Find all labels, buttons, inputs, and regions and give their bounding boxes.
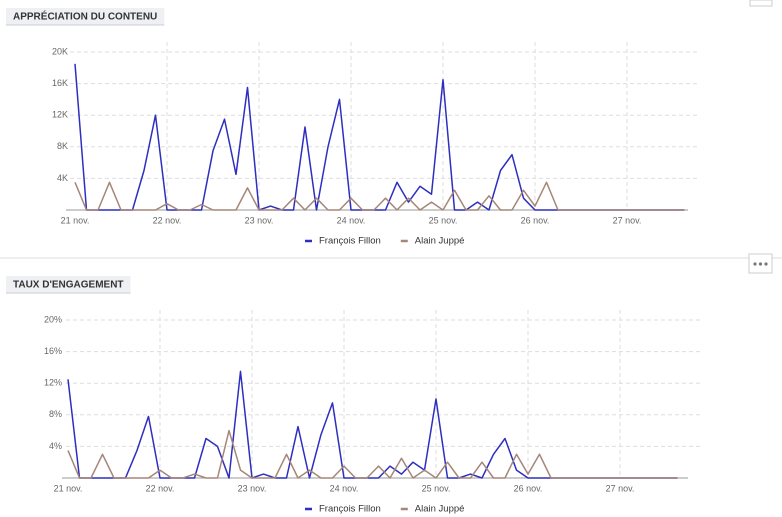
dot [764, 262, 768, 266]
y-tick-label: 16K [52, 78, 68, 88]
dot [758, 262, 763, 266]
y-tick-label: 16% [44, 346, 62, 356]
x-tick-label: 23 nov. [238, 483, 267, 493]
y-tick-label: 8% [49, 409, 62, 419]
menu-button[interactable] [748, 253, 773, 274]
series-line [74, 181, 685, 211]
legend-label: François Fillon [319, 504, 381, 515]
y-tick-label: 20% [44, 314, 62, 324]
chart-title: APPRÉCIATION DU CONTENU [13, 10, 157, 23]
x-tick-label: 25 nov. [429, 215, 458, 225]
y-tick-label: 4% [49, 441, 62, 451]
y-tick-label: 12% [44, 378, 62, 388]
x-tick-label: 22 nov. [153, 215, 182, 225]
x-tick-label: 27 nov. [606, 483, 635, 493]
x-tick-label: 26 nov. [514, 483, 543, 493]
title-box [6, 276, 131, 293]
x-tick-label: 26 nov. [521, 215, 550, 225]
legend-label: Alain Juppé [415, 236, 465, 247]
x-tick-label: 21 nov. [61, 215, 90, 225]
dot [753, 262, 757, 266]
y-tick-label: 20K [52, 46, 68, 56]
series-line [67, 429, 678, 479]
x-tick-label: 22 nov. [146, 483, 175, 493]
x-tick-label: 24 nov. [337, 215, 366, 225]
legend-label: Alain Juppé [415, 504, 465, 515]
y-tick-label: 12K [52, 110, 68, 120]
x-tick-label: 23 nov. [245, 215, 274, 225]
y-tick-label: 4K [57, 173, 68, 183]
menu-button[interactable] [749, 0, 773, 7]
x-tick-label: 27 nov. [613, 215, 642, 225]
x-tick-label: 21 nov. [54, 483, 83, 493]
x-tick-label: 24 nov. [330, 483, 359, 493]
title-box [6, 8, 165, 25]
legend-label: François Fillon [319, 236, 381, 247]
chart-title: TAUX D'ENGAGEMENT [13, 280, 124, 291]
x-tick-label: 25 nov. [422, 483, 451, 493]
y-tick-label: 8K [57, 141, 68, 151]
